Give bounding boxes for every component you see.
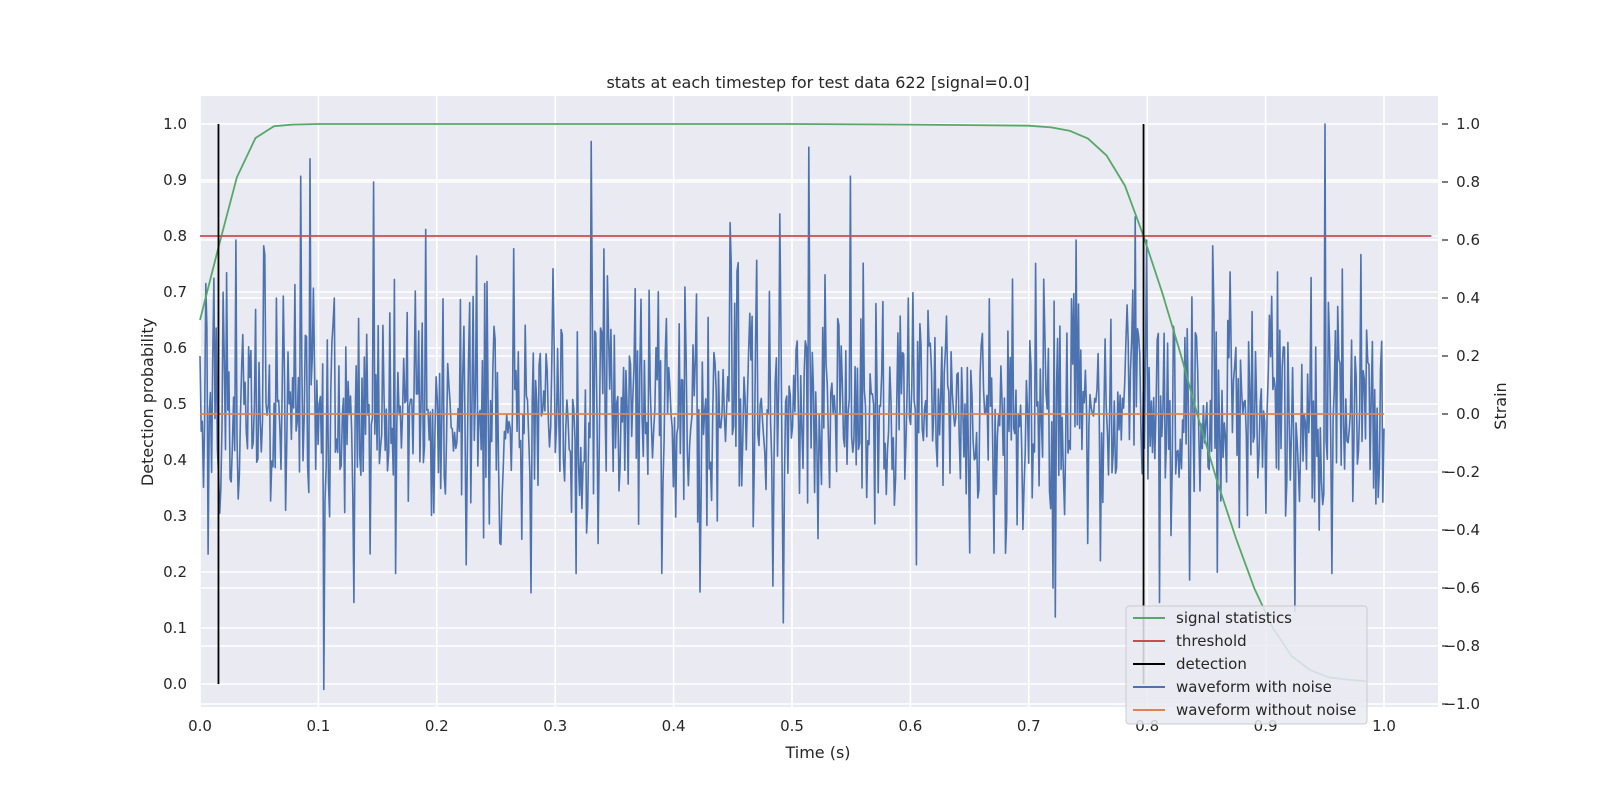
y-tick-label: 0.4 — [163, 451, 187, 469]
y-tick-label: 0.3 — [163, 507, 187, 525]
y-tick-label: 0.7 — [163, 283, 187, 301]
x-tick-label: 0.6 — [898, 717, 922, 735]
y-tick-label: 1.0 — [163, 115, 187, 133]
chart-title: stats at each timestep for test data 622… — [606, 73, 1029, 92]
y-tick-label: 0.1 — [163, 619, 187, 637]
x-tick-label: 0.1 — [306, 717, 330, 735]
x-tick-label: 0.7 — [1017, 717, 1041, 735]
y-tick-label: 0.9 — [163, 171, 187, 189]
y-tick-label: 0.2 — [163, 563, 187, 581]
legend-label: detection — [1176, 655, 1247, 673]
x-tick-label: 0.5 — [780, 717, 804, 735]
axes-layer: 0.0 0.1 0.2 0.3 0.4 0.5 0.6 0.7 0.8 0.9 1.0 0.0 0.1 0… — [163, 115, 1480, 735]
y2-tick-label: −0.6 — [1444, 579, 1480, 597]
x-tick-label: 0.0 — [188, 717, 212, 735]
y2-tick-label: −1.0 — [1444, 695, 1480, 713]
x-tick-label: 1.0 — [1372, 717, 1396, 735]
y2-tick-label: −0.4 — [1444, 521, 1480, 539]
waveform-with-noise-line — [199, 123, 1385, 691]
y-axis-label: Detection probability — [138, 318, 157, 486]
x-tick-label: 0.2 — [425, 717, 449, 735]
y-tick-label: 0.0 — [163, 675, 187, 693]
x-tick-label: 0.3 — [543, 717, 567, 735]
legend: signal statistics threshold detection wavef… — [1125, 605, 1368, 725]
x-axis-label: Time (s) — [784, 743, 850, 762]
y2-tick-label: −0.2 — [1444, 463, 1480, 481]
y2-axis-label: Strain — [1491, 382, 1510, 429]
y2-tick-label: 0.0 — [1456, 405, 1480, 423]
legend-label: waveform without noise — [1176, 701, 1356, 719]
legend-label: waveform with noise — [1176, 678, 1332, 696]
y2-tick-label: −0.8 — [1444, 637, 1480, 655]
y2-tick-label: 0.6 — [1456, 231, 1480, 249]
y2-tick-label: 0.4 — [1456, 289, 1480, 307]
x-tick-label: 0.4 — [662, 717, 686, 735]
y-tick-label: 0.6 — [163, 339, 187, 357]
y2-tick-label: 1.0 — [1456, 115, 1480, 133]
y2-tick-label: 0.2 — [1456, 347, 1480, 365]
y-tick-label: 0.8 — [163, 227, 187, 245]
legend-label: signal statistics — [1176, 609, 1292, 627]
legend-box — [1125, 605, 1368, 725]
y2-tick-label: 0.8 — [1456, 173, 1480, 191]
y-tick-label: 0.5 — [163, 395, 187, 413]
legend-label: threshold — [1176, 632, 1247, 650]
